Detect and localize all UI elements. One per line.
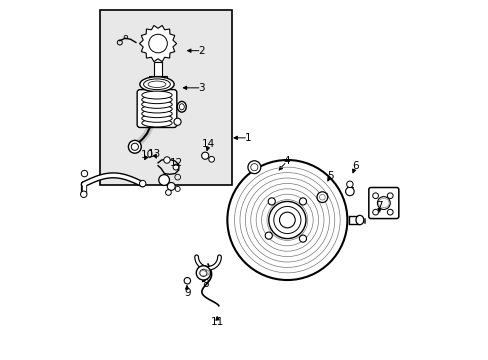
Text: 4: 4 [283, 157, 289, 166]
Ellipse shape [179, 104, 184, 110]
Circle shape [273, 206, 300, 234]
Ellipse shape [355, 215, 363, 225]
Text: 10: 10 [141, 150, 154, 160]
Ellipse shape [142, 91, 172, 99]
Circle shape [299, 198, 306, 205]
Bar [148, 76, 167, 78]
Ellipse shape [142, 100, 172, 108]
Text: 3: 3 [198, 83, 204, 93]
Ellipse shape [140, 77, 174, 92]
Text: 5: 5 [326, 171, 333, 181]
Circle shape [165, 190, 171, 195]
Circle shape [377, 197, 389, 210]
Bar [154, 62, 162, 76]
Text: 12: 12 [170, 158, 183, 168]
Text: 14: 14 [202, 139, 215, 149]
Circle shape [386, 193, 392, 199]
Circle shape [139, 180, 145, 187]
Circle shape [131, 143, 138, 150]
Circle shape [386, 209, 392, 215]
Circle shape [159, 175, 169, 185]
Circle shape [167, 183, 175, 190]
Ellipse shape [142, 114, 172, 122]
Ellipse shape [142, 119, 172, 127]
Circle shape [372, 193, 378, 199]
Circle shape [81, 191, 87, 198]
Circle shape [267, 198, 275, 205]
Circle shape [201, 152, 208, 159]
Circle shape [247, 161, 260, 174]
Circle shape [279, 212, 295, 228]
Circle shape [372, 209, 378, 215]
Polygon shape [139, 26, 176, 62]
Ellipse shape [142, 110, 172, 118]
Circle shape [81, 170, 87, 177]
Circle shape [173, 164, 179, 170]
Text: 2: 2 [198, 46, 204, 56]
Circle shape [316, 192, 327, 203]
Circle shape [163, 157, 170, 163]
Circle shape [264, 232, 272, 239]
Ellipse shape [142, 105, 172, 113]
Text: 1: 1 [244, 133, 251, 143]
Circle shape [174, 118, 181, 125]
FancyBboxPatch shape [368, 188, 398, 219]
Circle shape [345, 187, 353, 196]
Circle shape [299, 235, 306, 242]
Bar [100, 10, 231, 185]
Text: 9: 9 [183, 288, 190, 297]
Ellipse shape [143, 79, 170, 90]
Text: 7: 7 [375, 201, 382, 211]
Text: 11: 11 [211, 317, 224, 327]
Circle shape [208, 157, 214, 162]
Text: 8: 8 [202, 279, 208, 289]
Circle shape [128, 140, 141, 153]
FancyBboxPatch shape [137, 90, 177, 127]
Circle shape [227, 160, 346, 280]
Circle shape [346, 181, 352, 188]
Text: 6: 6 [351, 161, 358, 171]
Text: 13: 13 [147, 149, 161, 159]
Ellipse shape [148, 81, 165, 87]
Circle shape [148, 34, 167, 53]
Ellipse shape [177, 102, 186, 112]
Circle shape [268, 202, 305, 239]
Circle shape [196, 266, 210, 280]
Ellipse shape [142, 96, 172, 104]
